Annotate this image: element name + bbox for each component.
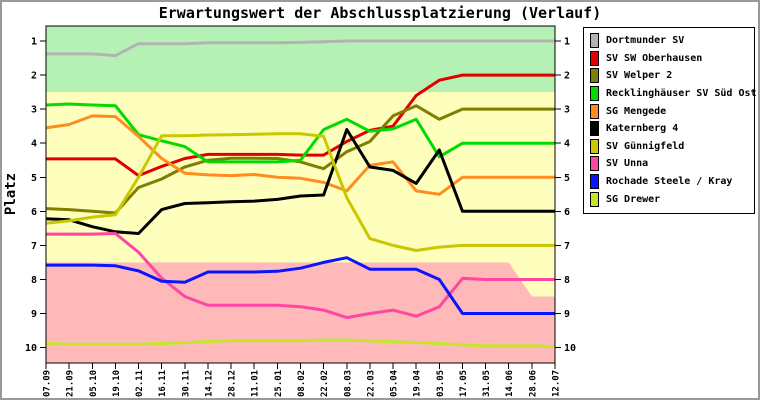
y-tick-label-right: 5	[564, 173, 570, 184]
y-tick-label: 5	[31, 173, 37, 184]
legend-swatch	[590, 138, 599, 154]
y-tick-label-right: 10	[564, 343, 576, 354]
legend-label: SV Unna	[606, 158, 649, 170]
y-tick-label: 6	[31, 207, 37, 218]
legend-swatch	[590, 103, 599, 119]
legend-item: Recklinghäuser SV Süd Ost	[590, 85, 757, 103]
series-line-5	[45, 128, 555, 235]
legend-label: Dortmunder SV	[606, 35, 685, 47]
y-tick-label-right: 7	[564, 241, 570, 252]
y-tick-label: 2	[31, 71, 37, 82]
legend-label: SG Mengede	[606, 105, 667, 117]
legend-label: Katernberg 4	[606, 123, 679, 135]
y-tick-label-right: 9	[564, 309, 570, 320]
x-tick-label: 22.03	[366, 370, 376, 397]
series-line-8	[46, 256, 555, 315]
legend-swatch	[590, 33, 599, 49]
legend-box: Dortmunder SV SV SW Oberhausen SV Welper 2…	[583, 27, 757, 214]
x-tick-label: 30.11	[181, 370, 191, 397]
legend-item: SV Günnigfeld	[590, 138, 754, 156]
legend-label: SV Günnigfeld	[606, 140, 685, 152]
legend-label: SG Drewer	[606, 193, 661, 205]
legend-item: Dortmunder SV	[590, 32, 754, 50]
legend-label: Rochade Steele / Kray	[606, 176, 733, 188]
y-tick-label: 9	[31, 309, 37, 320]
y-tick-label: 10	[25, 343, 37, 354]
legend-label: Recklinghäuser SV Süd Ost	[606, 88, 757, 100]
legend-item: Katernberg 4	[590, 120, 754, 138]
zone-promotion	[46, 26, 555, 93]
x-tick-label: 21.09	[66, 370, 76, 397]
series-line-4	[45, 114, 555, 196]
x-tick-label: 02.11	[135, 370, 145, 397]
y-tick-label: 8	[31, 275, 37, 286]
legend-swatch	[590, 50, 599, 66]
legend-item: SV SW Oberhausen	[590, 50, 754, 68]
series-line-7	[46, 232, 555, 320]
x-tick-label: 19.10	[112, 370, 122, 397]
series-line-0	[46, 39, 555, 58]
x-tick-label: 25.01	[274, 370, 284, 397]
y-tick-label: 1	[31, 37, 37, 48]
y-tick-label-right: 1	[564, 37, 570, 48]
x-tick-label: 14.06	[505, 370, 515, 397]
x-tick-label: 14.12	[205, 370, 215, 397]
series-line-9	[45, 338, 556, 349]
y-tick-label-right: 8	[564, 275, 570, 286]
y-tick-label-right: 6	[564, 207, 570, 218]
x-tick-label: 28.06	[528, 370, 538, 397]
legend-swatch	[590, 156, 599, 172]
legend-item: SG Mengede	[590, 102, 754, 120]
x-tick-label: 12.07	[552, 370, 562, 397]
x-tick-label: 17.05	[459, 370, 469, 397]
legend-item: Rochade Steele / Kray	[590, 173, 754, 191]
series-line-6	[45, 132, 555, 252]
series-line-2	[45, 104, 555, 215]
x-tick-label: 22.02	[320, 370, 330, 397]
legend-swatch	[590, 121, 599, 137]
legend-item: SV Welper 2	[590, 67, 754, 85]
x-tick-label: 07.09	[43, 370, 53, 397]
legend-swatch	[590, 174, 599, 190]
y-tick-label-right: 2	[564, 71, 570, 82]
legend-swatch	[590, 68, 599, 84]
x-tick-label: 08.03	[343, 370, 353, 397]
x-tick-label: 19.04	[413, 369, 423, 397]
legend-label: SV Welper 2	[606, 70, 673, 82]
chart-title: Erwartungswert der Abschlussplatzierung …	[158, 4, 602, 22]
series-line-3	[45, 102, 555, 164]
x-tick-label: 08.02	[297, 370, 307, 397]
x-tick-label: 31.05	[482, 370, 492, 397]
x-tick-label: 11.01	[251, 370, 261, 397]
legend-swatch	[590, 86, 599, 102]
series-line-1	[46, 73, 555, 178]
x-tick-label: 05.04	[390, 369, 400, 397]
y-tick-label: 7	[31, 241, 37, 252]
y-tick-label: 3	[31, 105, 37, 116]
y-tick-label: 4	[31, 139, 37, 150]
legend-label: SV SW Oberhausen	[606, 52, 703, 64]
y-tick-label-right: 4	[564, 139, 570, 150]
x-tick-label: 28.12	[228, 370, 238, 397]
y-tick-label-right: 3	[564, 105, 570, 116]
x-tick-label: 05.10	[89, 370, 99, 397]
legend-item: SG Drewer	[590, 190, 754, 208]
legend-item: SV Unna	[590, 155, 754, 173]
x-tick-label: 03.05	[436, 370, 446, 397]
x-tick-label: 16.11	[158, 370, 168, 397]
legend-swatch	[590, 191, 599, 207]
